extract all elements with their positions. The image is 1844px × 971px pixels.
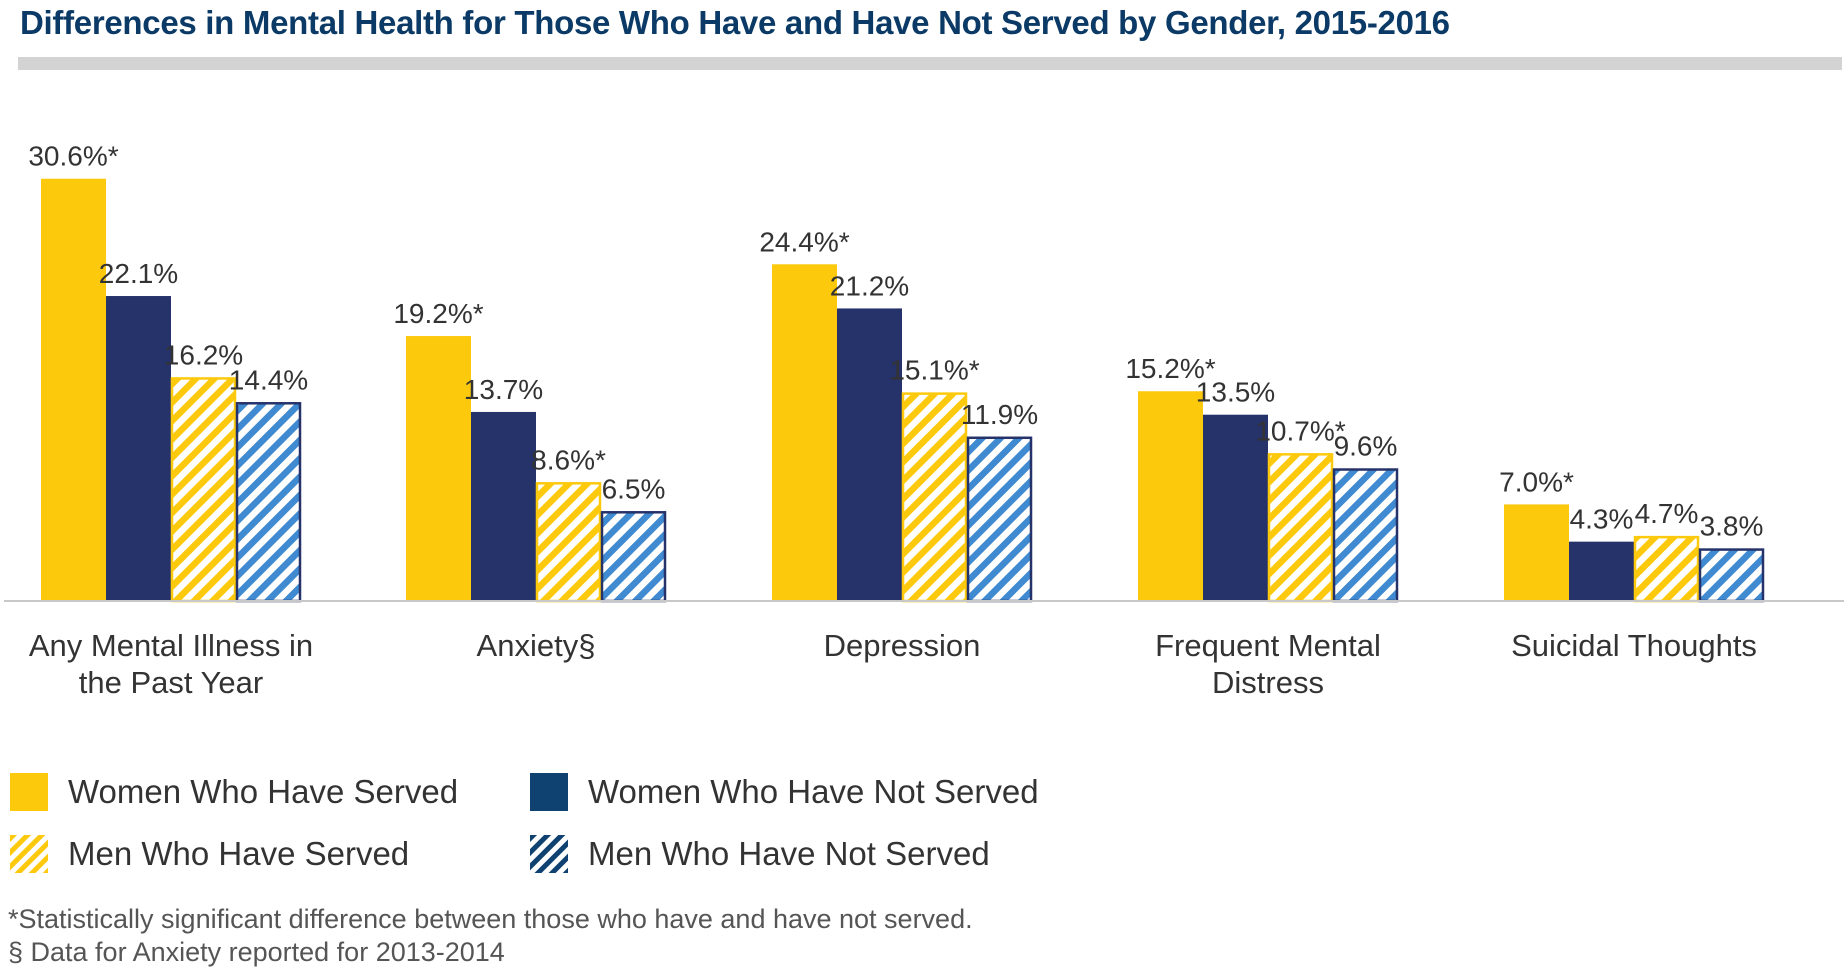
data-label-women-who-have-not-served-3: 13.5% (1196, 377, 1275, 408)
legend-label-women-served: Women Who Have Served (68, 773, 459, 810)
data-label-women-who-have-not-served-1: 13.7% (464, 374, 543, 405)
legend-swatch-women-not-served (530, 773, 568, 811)
legend-item-women-served: Women Who Have Served (10, 770, 458, 814)
bar-women-who-have-not-served-0 (106, 296, 171, 601)
data-label-women-who-have-not-served-0: 22.1% (99, 258, 178, 289)
category-label-4: Suicidal Thoughts (1511, 628, 1757, 663)
bar-men-who-have-served-0 (170, 377, 237, 603)
data-label-women-who-have-served-4: 7.0%* (1499, 466, 1574, 497)
data-label-men-who-have-served-0: 16.2% (164, 339, 243, 370)
bar-women-who-have-served-0 (41, 178, 106, 601)
data-label-women-who-have-not-served-4: 4.3% (1570, 504, 1634, 535)
data-label-men-who-have-not-served-0: 14.4% (229, 364, 308, 395)
data-label-men-who-have-not-served-4: 3.8% (1700, 511, 1764, 542)
bar-men-who-have-not-served-2 (966, 436, 1033, 603)
bar-women-who-have-not-served-1 (471, 411, 536, 601)
data-label-women-who-have-served-2: 24.4%* (759, 226, 849, 257)
bar-women-who-have-served-4 (1504, 504, 1569, 601)
bar-men-who-have-served-3 (1267, 453, 1334, 603)
data-label-men-who-have-served-3: 10.7%* (1255, 415, 1345, 446)
data-label-women-who-have-served-1: 19.2%* (393, 298, 483, 329)
bar-men-who-have-not-served-1 (600, 511, 667, 603)
footnote-significance: *Statistically significant difference be… (8, 904, 973, 934)
bar-women-who-have-not-served-2 (837, 308, 902, 601)
legend-swatch-women-served (10, 773, 48, 811)
data-label-women-who-have-served-3: 15.2%* (1125, 353, 1215, 384)
category-label-1: Anxiety§ (477, 628, 596, 663)
legend-item-men-not-served: Men Who Have Not Served (530, 832, 990, 876)
data-label-men-who-have-served-1: 8.6%* (531, 444, 606, 475)
footnote-anxiety-years: § Data for Anxiety reported for 2013-201… (8, 937, 505, 967)
legend-swatch-men-not-served (530, 835, 568, 873)
legend-label-men-served: Men Who Have Served (68, 835, 410, 872)
bar-men-who-have-not-served-3 (1332, 468, 1399, 603)
legend-label-men-not-served: Men Who Have Not Served (588, 835, 990, 872)
data-label-women-who-have-served-0: 30.6%* (28, 141, 118, 172)
category-label-2: Depression (824, 628, 981, 663)
data-label-men-who-have-served-4: 4.7% (1635, 498, 1699, 529)
category-label-3: Frequent Mental Distress (1155, 628, 1381, 700)
bar-women-who-have-served-1 (406, 336, 471, 601)
legend-swatch-men-served (10, 835, 48, 873)
bar-men-who-have-not-served-4 (1698, 548, 1765, 603)
legend-item-women-not-served: Women Who Have Not Served (530, 770, 1039, 814)
bar-women-who-have-not-served-3 (1203, 414, 1268, 601)
bar-men-who-have-served-4 (1633, 535, 1700, 603)
data-label-men-who-have-not-served-3: 9.6% (1334, 431, 1398, 462)
title-rule (18, 57, 1842, 70)
category-label-0: Any Mental Illness in the Past Year (29, 628, 313, 700)
bar-women-who-have-served-3 (1138, 391, 1203, 601)
bar-men-who-have-served-1 (535, 482, 602, 603)
chart-title: Differences in Mental Health for Those W… (20, 4, 1450, 41)
legend-item-men-served: Men Who Have Served (10, 832, 409, 876)
bar-chart: 30.6%* 19.2%* 24.4%* 15.2%* 7.0%* 22.1% 13.7% 2… (4, 141, 1844, 700)
data-label-men-who-have-not-served-1: 6.5% (602, 473, 666, 504)
bar-men-who-have-not-served-0 (235, 402, 302, 603)
bar-men-who-have-served-2 (901, 392, 968, 603)
data-label-women-who-have-not-served-2: 21.2% (830, 270, 909, 301)
data-label-men-who-have-not-served-2: 11.9% (961, 399, 1038, 430)
bar-women-who-have-served-2 (772, 264, 837, 601)
legend-label-women-not-served: Women Who Have Not Served (588, 773, 1039, 810)
bar-women-who-have-not-served-4 (1569, 541, 1634, 601)
data-label-men-who-have-served-2: 15.1%* (889, 355, 979, 386)
